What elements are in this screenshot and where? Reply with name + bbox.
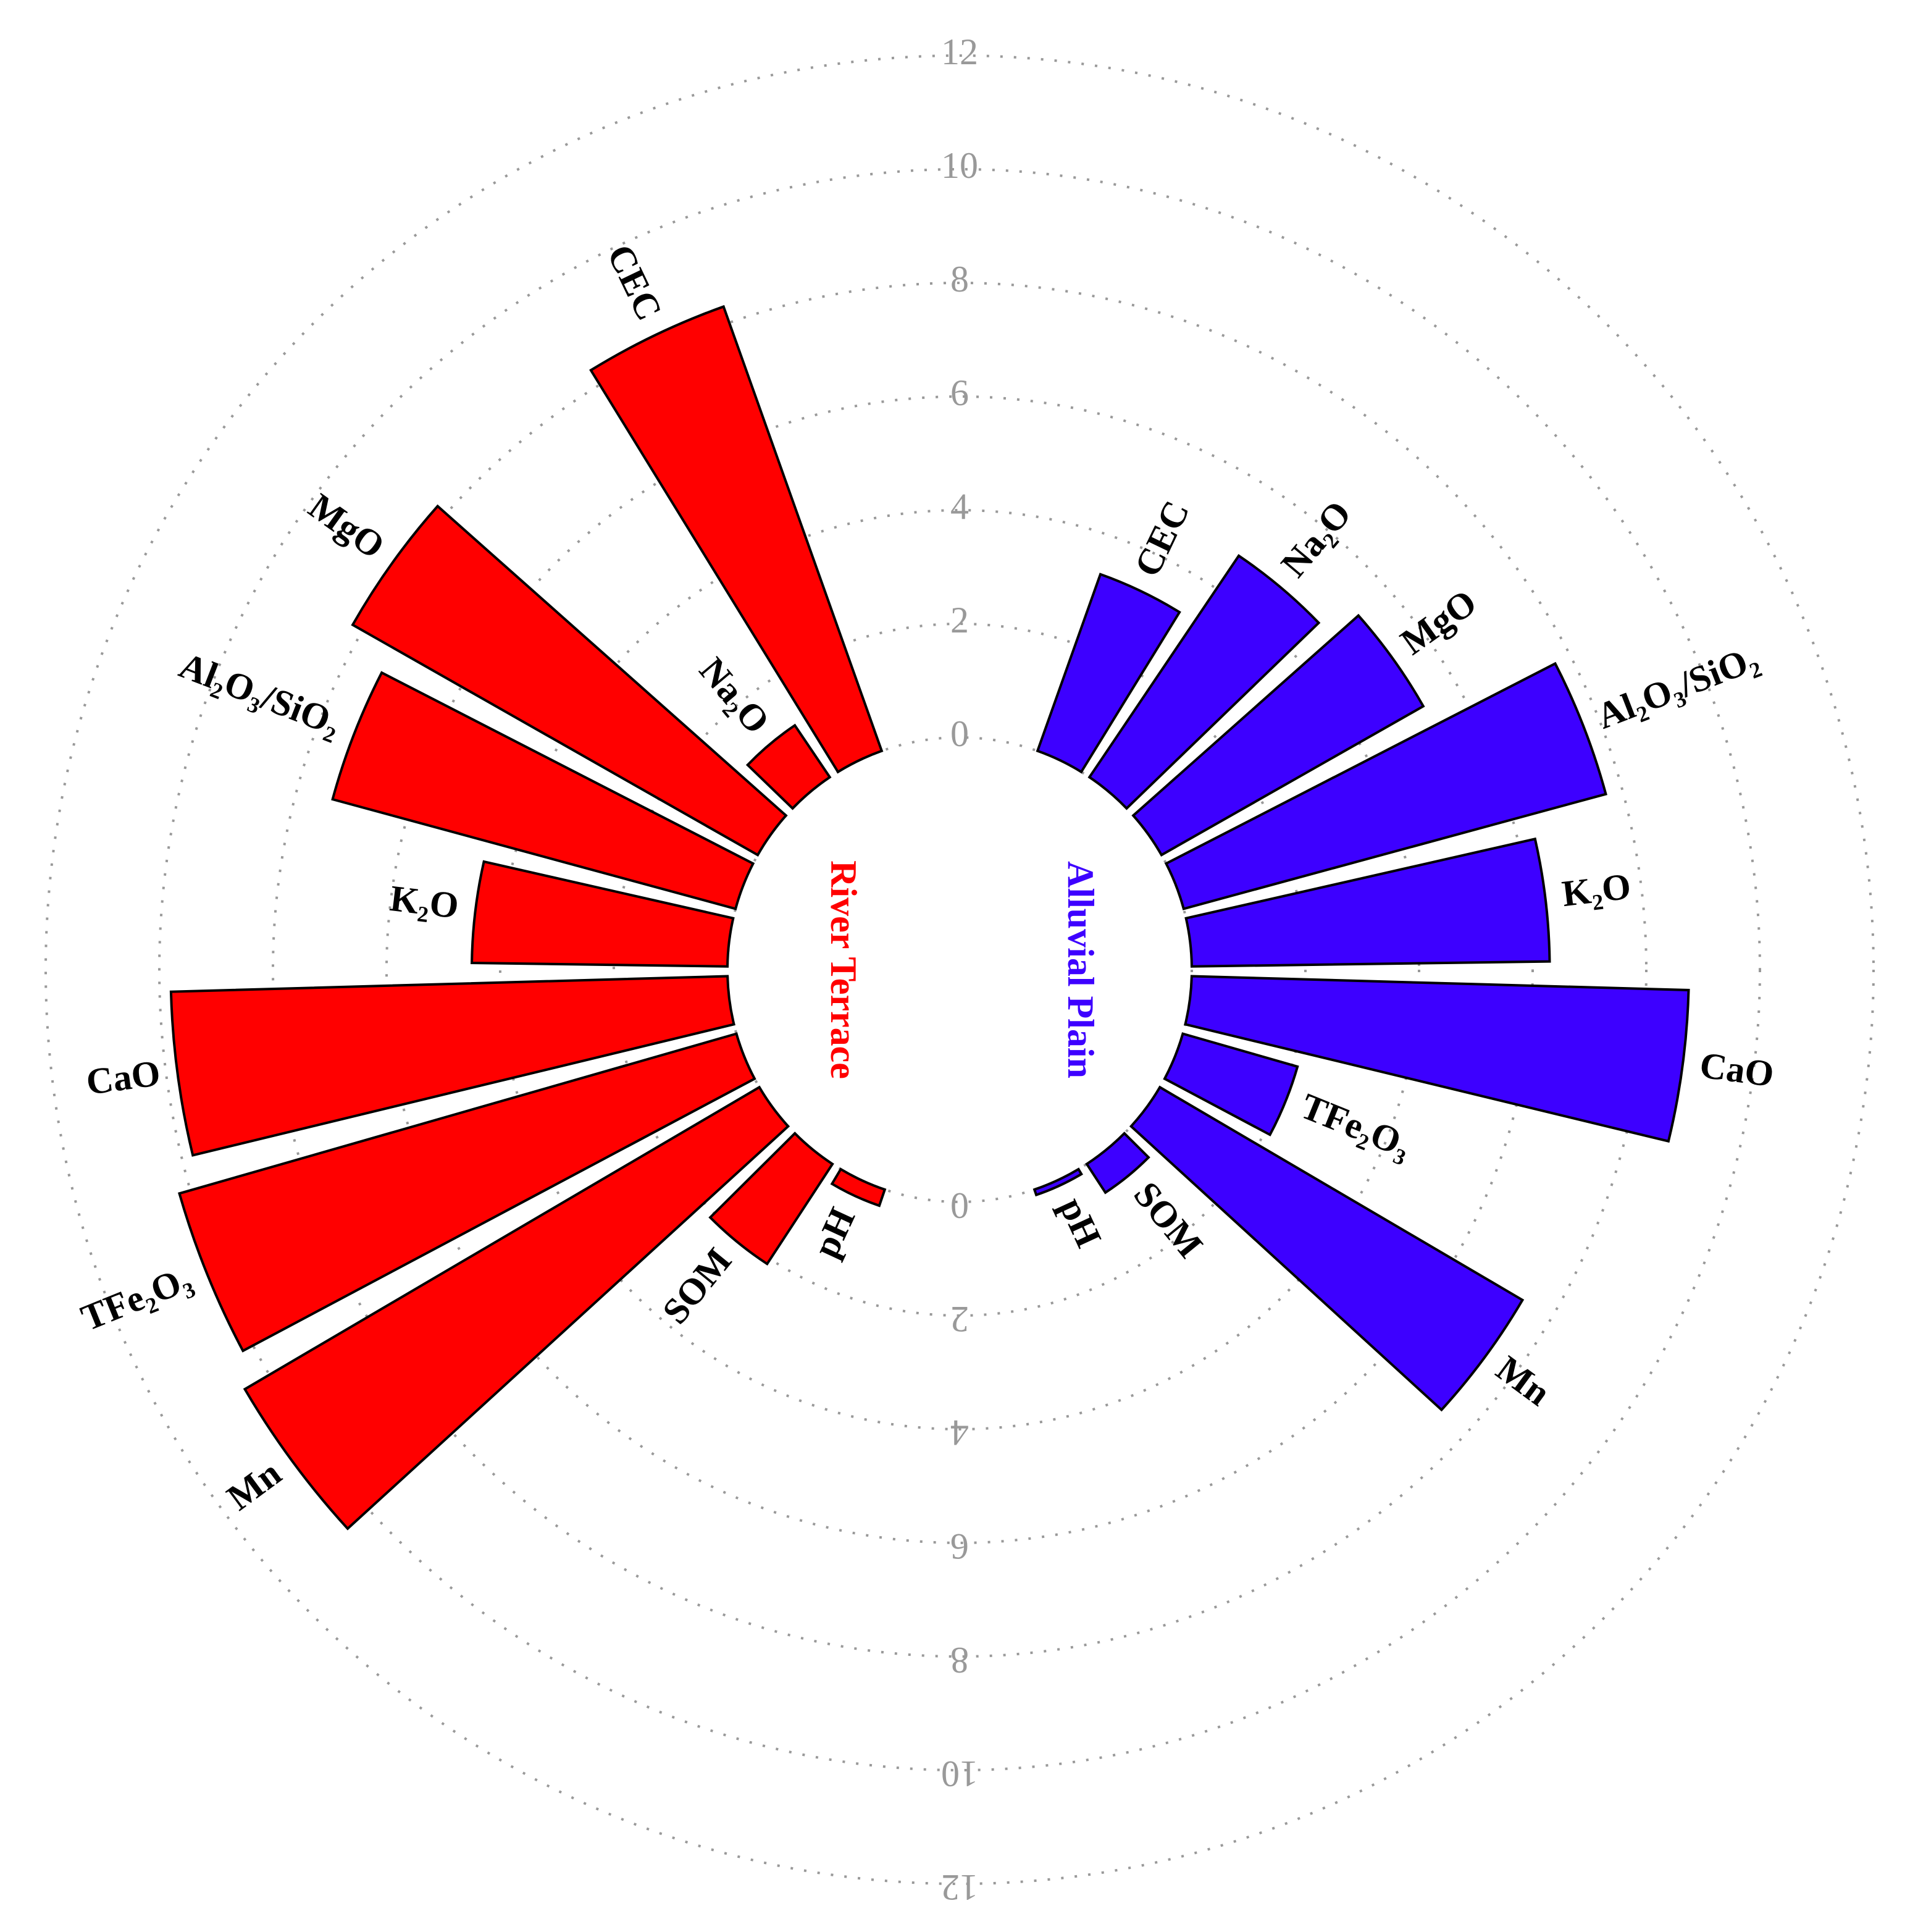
y-tick-label: 2	[950, 1299, 969, 1340]
grid-circle	[385, 395, 1534, 1544]
y-tick-label: 10	[941, 145, 978, 186]
bar	[1085, 1132, 1150, 1195]
category-label: CaO	[84, 1052, 163, 1102]
y-tick-label: 6	[950, 372, 969, 413]
bar	[1129, 1085, 1525, 1412]
bar	[1131, 613, 1425, 857]
y-tick-label: 12	[941, 32, 978, 72]
bar	[351, 504, 788, 857]
bar	[1163, 1032, 1299, 1136]
category-label: K₂O	[388, 878, 461, 926]
grid-circle	[613, 623, 1307, 1317]
series-label: Alluvial Plain	[1060, 861, 1101, 1078]
bar	[331, 671, 755, 910]
grid-circle	[44, 54, 1875, 1885]
y-tick-label: 6	[950, 1526, 969, 1567]
y-tick-label: 8	[950, 1640, 969, 1681]
bar	[745, 723, 832, 810]
y-tick-label: 10	[941, 1754, 978, 1794]
bar	[169, 975, 735, 1157]
grid-circle	[158, 168, 1761, 1771]
bar	[830, 1167, 887, 1208]
y-tick-label: 8	[950, 259, 969, 300]
bar	[1164, 662, 1607, 910]
bar	[1184, 975, 1690, 1143]
category-label: Al₂O₃/SiO₂	[174, 645, 346, 744]
bar	[1036, 573, 1181, 774]
category-label: SOM	[655, 1240, 740, 1332]
bar	[1184, 837, 1551, 968]
category-label: pH	[1052, 1191, 1109, 1253]
y-tick-label: 0	[950, 713, 969, 754]
category-label: Mn	[1489, 1348, 1558, 1414]
bar	[243, 1085, 790, 1531]
grid-circle	[726, 736, 1193, 1203]
bar	[178, 1032, 756, 1353]
series-label: River Terrace	[823, 860, 864, 1079]
y-tick-label: 4	[950, 486, 969, 527]
category-label: Al₂O₃/SiO₂	[1591, 637, 1764, 737]
category-label: TFe₂O₃	[75, 1258, 197, 1338]
y-tick-label: 12	[941, 1867, 978, 1908]
category-label: K₂O	[1560, 865, 1633, 914]
bar	[1087, 554, 1321, 810]
category-label: CEC	[1126, 495, 1197, 583]
category-label: Mn	[220, 1452, 289, 1518]
category-label: Na₂O	[692, 650, 777, 741]
grid-circle	[499, 509, 1420, 1430]
bar	[471, 860, 735, 968]
category-label: pH	[805, 1201, 863, 1263]
category-label: Na₂O	[1273, 493, 1359, 584]
bar	[589, 304, 884, 774]
grid-circle	[272, 282, 1648, 1658]
y-tick-label: 2	[950, 600, 969, 640]
category-label: MgO	[301, 485, 392, 566]
y-tick-label: 4	[950, 1413, 969, 1453]
y-tick-label: 0	[950, 1185, 969, 1226]
bar	[708, 1132, 834, 1266]
category-label: TFe₂O₃	[1296, 1085, 1417, 1166]
category-label: CaO	[1698, 1044, 1777, 1094]
category-label: CEC	[600, 238, 670, 327]
category-label: MgO	[1393, 581, 1484, 662]
bar	[1032, 1167, 1083, 1197]
